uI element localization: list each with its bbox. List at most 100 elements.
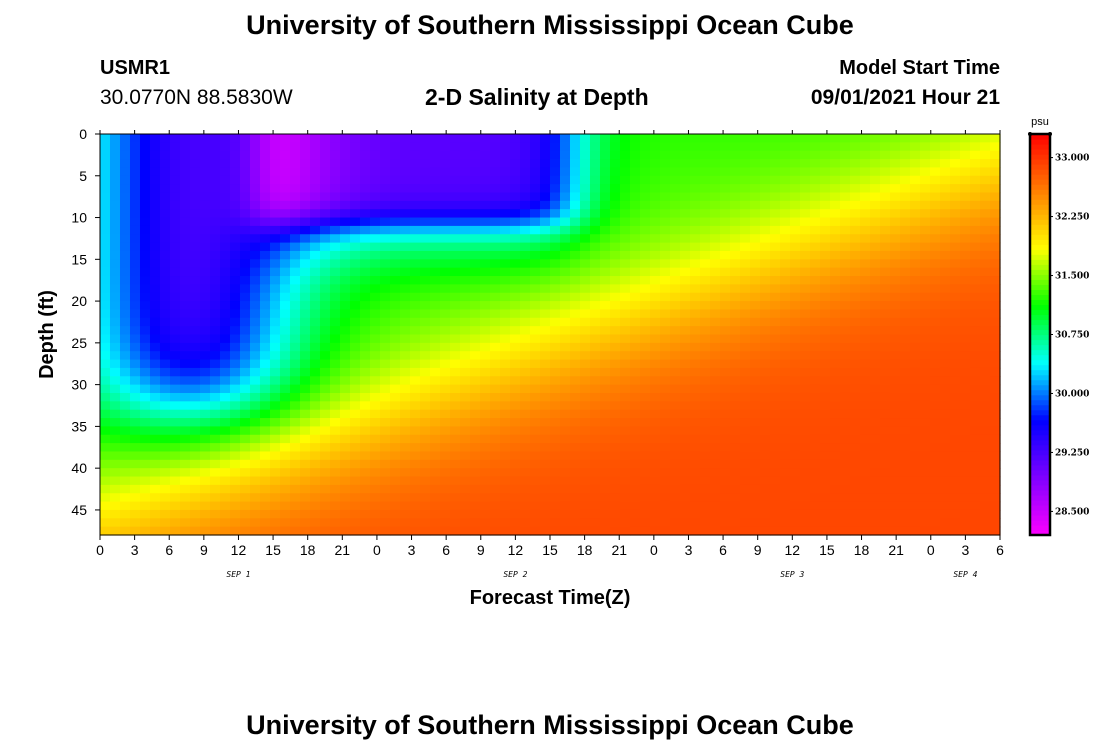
heatmap-cell	[300, 526, 311, 536]
heatmap-cell	[760, 184, 771, 194]
heatmap-cell	[260, 459, 271, 469]
heatmap-cell	[870, 276, 881, 285]
heatmap-cell	[810, 459, 821, 469]
heatmap-cell	[990, 276, 1001, 285]
heatmap-cell	[380, 459, 391, 469]
heatmap-cell	[130, 526, 141, 536]
heatmap-cell	[320, 409, 331, 419]
heatmap-cell	[470, 476, 481, 486]
heatmap-cell	[420, 284, 431, 294]
heatmap-cell	[130, 309, 141, 319]
heatmap-cell	[910, 267, 921, 277]
heatmap-cell	[360, 409, 371, 419]
heatmap-cell	[580, 142, 591, 152]
heatmap-cell	[190, 434, 201, 444]
heatmap-cell	[550, 342, 561, 352]
heatmap-cell	[350, 342, 361, 352]
heatmap-cell	[730, 359, 741, 369]
heatmap-cell	[740, 242, 751, 252]
heatmap-cell	[260, 242, 271, 252]
heatmap-cell	[870, 526, 881, 536]
heatmap-cell	[930, 175, 941, 185]
heatmap-cell	[690, 342, 701, 352]
heatmap-cell	[850, 367, 861, 377]
heatmap-cell	[530, 142, 541, 152]
heatmap-cell	[960, 234, 971, 244]
heatmap-cell	[500, 209, 511, 219]
heatmap-cell	[690, 159, 701, 169]
heatmap-cell	[470, 426, 481, 436]
heatmap-cell	[110, 334, 121, 344]
heatmap-cell	[170, 200, 181, 210]
heatmap-cell	[810, 409, 821, 419]
heatmap-cell	[740, 484, 751, 494]
colorbar-segment	[1030, 374, 1050, 381]
heatmap-cell	[810, 267, 821, 277]
heatmap-cell	[900, 217, 911, 227]
colorbar-segment	[1030, 269, 1050, 275]
heatmap-cell	[810, 509, 821, 519]
heatmap-cell	[450, 401, 461, 411]
heatmap-cell	[210, 309, 221, 319]
heatmap-cell	[390, 192, 401, 202]
y-tick-label: 25	[71, 335, 87, 351]
heatmap-cell	[350, 276, 361, 285]
heatmap-cell	[430, 250, 441, 260]
heatmap-cell	[790, 518, 801, 528]
heatmap-cell	[480, 284, 491, 294]
heatmap-cell	[450, 159, 461, 169]
heatmap-cell	[680, 392, 691, 402]
heatmap-cell	[100, 192, 111, 202]
heatmap-cell	[170, 301, 181, 311]
heatmap-cell	[360, 392, 371, 402]
heatmap-cell	[930, 142, 941, 152]
heatmap-cell	[330, 451, 341, 461]
heatmap-cell	[110, 134, 121, 143]
heatmap-cell	[440, 192, 451, 202]
heatmap-cell	[400, 434, 411, 444]
heatmap-cell	[510, 409, 521, 419]
heatmap-cell	[560, 526, 571, 536]
heatmap-cell	[360, 476, 371, 486]
heatmap-cell	[570, 459, 581, 469]
heatmap-cell	[230, 142, 241, 152]
heatmap-cell	[420, 292, 431, 302]
heatmap-cell	[650, 259, 661, 269]
heatmap-cell	[960, 301, 971, 311]
heatmap-cell	[880, 451, 891, 461]
heatmap-cell	[900, 292, 911, 302]
heatmap-cell	[670, 234, 681, 244]
heatmap-cell	[840, 367, 851, 377]
heatmap-cell	[330, 342, 341, 352]
heatmap-cell	[230, 493, 241, 503]
heatmap-cell	[600, 309, 611, 319]
heatmap-cell	[110, 426, 121, 436]
heatmap-cell	[720, 359, 731, 369]
heatmap-cell	[480, 242, 491, 252]
heatmap-cell	[970, 518, 981, 528]
heatmap-cell	[220, 334, 231, 344]
heatmap-cell	[660, 276, 671, 285]
heatmap-cell	[540, 334, 551, 344]
heatmap-cell	[580, 184, 591, 194]
heatmap-cell	[310, 526, 321, 536]
heatmap-cell	[620, 234, 631, 244]
heatmap-cell	[650, 142, 661, 152]
heatmap-cell	[550, 200, 561, 210]
heatmap-cell	[930, 217, 941, 227]
heatmap-cell	[410, 217, 421, 227]
heatmap-cell	[560, 367, 571, 377]
heatmap-cell	[980, 359, 991, 369]
heatmap-cell	[860, 142, 871, 152]
heatmap-cell	[370, 159, 381, 169]
heatmap-cell	[400, 225, 411, 235]
heatmap-cell	[370, 200, 381, 210]
heatmap-cell	[480, 367, 491, 377]
heatmap-cell	[350, 443, 361, 453]
heatmap-cell	[250, 167, 261, 177]
heatmap-cell	[580, 242, 591, 252]
heatmap-cell	[640, 459, 651, 469]
heatmap-cell	[270, 192, 281, 202]
heatmap-cell	[650, 493, 661, 503]
heatmap-cell	[840, 434, 851, 444]
